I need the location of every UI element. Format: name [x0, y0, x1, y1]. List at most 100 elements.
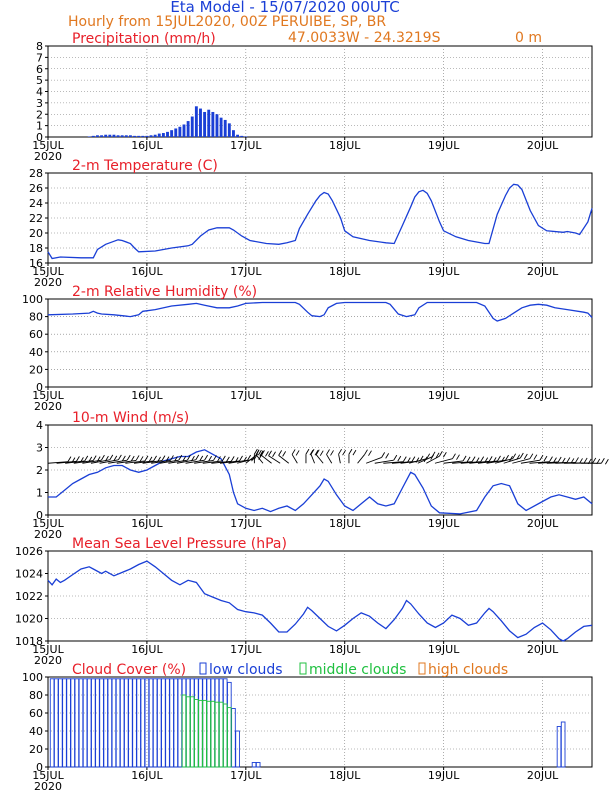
wind-barb [82, 459, 102, 464]
wind-barb-flag [314, 450, 319, 456]
low-clouds-bar [86, 678, 92, 768]
panel-pressure: 1018 1020 1022 1024 1026 15JUL2020 16JUL 17JUL 1… [15, 536, 593, 667]
y-tick-label: 6 [36, 63, 43, 76]
wind-barb-flag [217, 456, 221, 462]
x-tick-label: 20JUL [527, 643, 559, 656]
y-tick-label: 100 [22, 671, 43, 684]
y-tick-label: 0 [36, 509, 43, 522]
panel-title: 2-m Temperature (C) [72, 158, 218, 174]
low-clouds-bar [70, 678, 76, 768]
wind-barb-flag [144, 455, 149, 462]
wind-barb [116, 459, 137, 464]
panel-frame [47, 298, 593, 388]
wind-barb [520, 459, 541, 464]
wind-barb-flag [257, 449, 262, 456]
x-tick-label: 19JUL [428, 643, 460, 656]
wind-barb-flag [309, 449, 314, 456]
wind-barb-flag [471, 456, 476, 462]
x-tick-year-label: 2020 [34, 780, 62, 792]
legend-swatch-middle [299, 662, 307, 675]
low-clouds-bar [123, 678, 129, 768]
x-tick-label: 18JUL [329, 139, 361, 152]
wind-barb-flag [549, 456, 553, 462]
wind-barb-flag [364, 449, 368, 455]
wind-barb-flag [254, 453, 259, 459]
x-tick-label: 16JUL [131, 643, 163, 656]
wind-barb-flag [438, 451, 443, 457]
wind-barb [202, 460, 223, 464]
wind-barb-flag [268, 450, 272, 457]
wind-barb [338, 454, 341, 464]
y-tick-label: 1022 [15, 590, 43, 603]
y-tick-label: 18 [29, 242, 43, 255]
wind-barb-flag [109, 454, 114, 461]
y-tick-label: 1 [36, 120, 43, 133]
wind-barb-flag [67, 456, 72, 462]
precip-bar [240, 135, 244, 137]
precip-bar [141, 135, 145, 137]
wind-barb-flag [519, 452, 524, 459]
wind-barb-flag [505, 454, 509, 461]
low-clouds-bar [119, 678, 125, 768]
precip-bar [157, 133, 161, 137]
low-clouds-bar [177, 678, 183, 768]
y-tick-label: 1 [36, 487, 43, 500]
wind-barb [417, 456, 433, 464]
x-tick-label: 19JUL [428, 769, 460, 782]
wind-barb-flag [187, 454, 191, 461]
y-tick-label: 60 [29, 707, 43, 720]
x-tick-year-label: 2020 [34, 150, 62, 163]
precip-bar [223, 119, 227, 137]
precip-bar [87, 136, 91, 137]
wind-barb-flag [462, 455, 467, 462]
wind-barb [65, 460, 85, 464]
x-tick-label: 17JUL [230, 769, 262, 782]
wind-barb [176, 459, 196, 464]
middle-clouds-bar [222, 703, 228, 768]
middle-clouds-bar [210, 700, 216, 768]
wind-barb-flag [566, 457, 571, 463]
wind-barb-flag [512, 453, 517, 459]
precip-bar [174, 128, 178, 137]
wind-barb-flag [255, 449, 260, 455]
wind-barb-flag [415, 457, 420, 463]
wind-barb-flag [213, 455, 217, 461]
low-clouds-bar [136, 678, 141, 768]
wind-barb-flag [509, 455, 513, 462]
wind-barb [99, 459, 119, 464]
wind-barb-flag [208, 455, 212, 462]
wind-barb [268, 455, 281, 464]
low-clouds-bar [115, 678, 121, 768]
low-clouds-bar [165, 678, 170, 768]
wind-barb [460, 461, 481, 464]
low-clouds-bar [49, 678, 55, 768]
low-clouds-bar [210, 678, 216, 768]
x-tick-label: 19JUL [428, 517, 460, 530]
wind-barb-flag [561, 457, 566, 464]
wind-barb-flag [426, 453, 431, 459]
wind-barb [374, 459, 394, 464]
low-clouds-bar [214, 678, 220, 768]
wind-barb [495, 458, 513, 464]
y-tick-label: 40 [29, 725, 43, 738]
wind-barb-flag [368, 450, 372, 456]
precip-bar [104, 134, 108, 137]
wind-barb-flag [466, 456, 471, 463]
x-tick-label: 18JUL [329, 769, 361, 782]
x-tick-label: 15JUL [32, 517, 64, 530]
wind-barb [315, 454, 324, 464]
wind-barb [426, 455, 440, 464]
wind-barb [365, 456, 382, 464]
wind-barb-flag [278, 450, 283, 456]
wind-barb-flag [117, 454, 122, 461]
low-clouds-bar [189, 678, 195, 768]
legend-swatch-high [418, 662, 426, 675]
wind-barb [357, 454, 365, 464]
middle-clouds-bar [214, 701, 220, 768]
x-tick-label: 16JUL [131, 265, 163, 278]
panel-rh: 0 20 40 60 80 100 15JUL2020 16JUL 17JUL 18JUL 19JU… [22, 284, 593, 413]
low-clouds-bar [58, 678, 63, 768]
pressure-series-line [47, 560, 593, 642]
wind-barb [443, 460, 464, 464]
